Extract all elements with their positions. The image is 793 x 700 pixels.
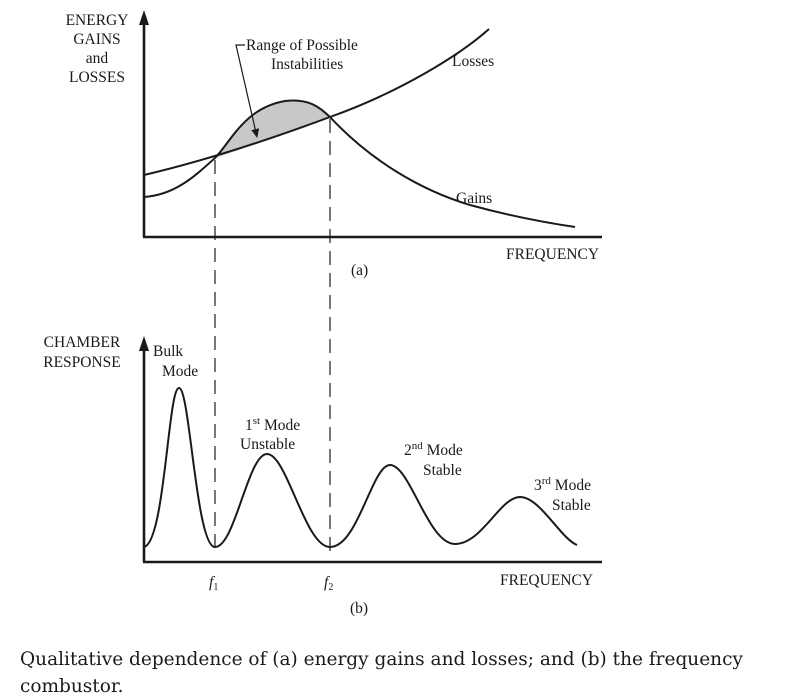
gains-curve	[143, 99, 576, 228]
f2-label: f2	[324, 574, 333, 593]
panel-a-y-label-line1: ENERGY	[66, 12, 129, 29]
second-mode-label-line1: 2nd Mode	[404, 440, 463, 459]
second-mode-label-line2: Stable	[423, 462, 462, 479]
first-mode-label-line1: 1st Mode	[245, 415, 300, 434]
third-mode-label-line2: Stable	[552, 497, 591, 514]
bulk-mode-label-line1: Bulk	[153, 343, 183, 360]
panel-b-x-label: FREQUENCY	[500, 572, 593, 589]
panel-a-x-label: FREQUENCY	[506, 246, 599, 263]
first-mode-label-line2: Unstable	[240, 436, 295, 453]
third-mode-label-line1: 3rd Mode	[534, 475, 591, 494]
panel-b: CHAMBER RESPONSE Bulk Mode 1st Mode Unst…	[43, 334, 602, 617]
panel-b-y-label-line1: CHAMBER	[44, 334, 121, 351]
instability-range-shading	[215, 100, 330, 158]
range-annotation-pointer	[235, 44, 260, 138]
panel-b-y-axis-arrow	[139, 336, 149, 351]
bulk-mode-label-line2: Mode	[162, 363, 198, 380]
range-annotation-line1: Range of Possible	[246, 37, 358, 54]
range-annotation-line2: Instabilities	[271, 56, 343, 73]
panel-b-tag: (b)	[350, 600, 368, 617]
panel-a-y-label-line2: GAINS	[73, 31, 120, 48]
panel-b-y-label-line2: RESPONSE	[43, 354, 121, 371]
panel-a-y-axis-arrow	[139, 10, 149, 25]
figure-caption: Qualitative dependence of (a) energy gai…	[20, 649, 743, 697]
panel-a-y-label-line3: and	[86, 50, 109, 67]
losses-label: Losses	[452, 53, 494, 70]
gains-label: Gains	[456, 190, 492, 207]
f1-label: f1	[209, 574, 218, 593]
panel-a: ENERGY GAINS and LOSSES Range of Possibl…	[66, 10, 602, 279]
panel-a-y-label-line4: LOSSES	[69, 69, 125, 86]
panel-a-tag: (a)	[351, 262, 368, 279]
chamber-response-curve	[143, 386, 578, 549]
